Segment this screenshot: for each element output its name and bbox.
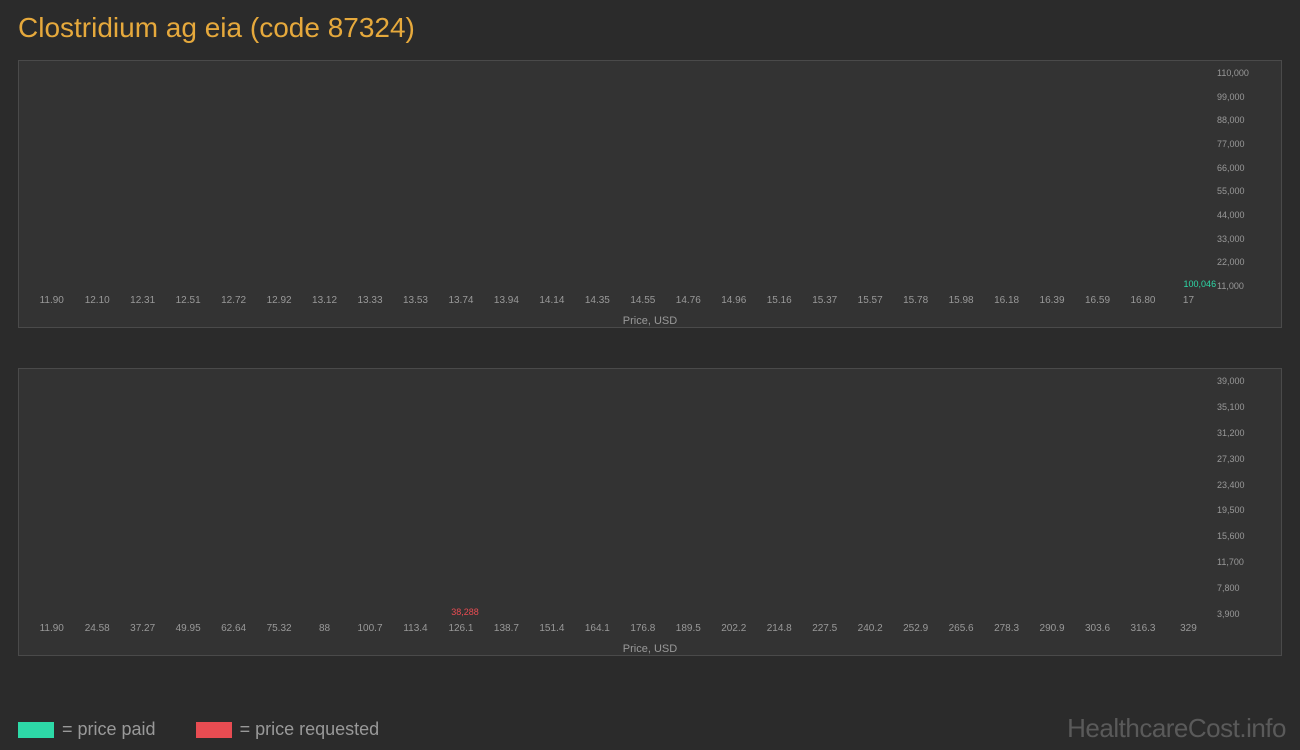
x-tick: 37.27 [120, 623, 165, 639]
x-tick: 16.80 [1120, 295, 1165, 311]
legend-item-requested: = price requested [196, 719, 380, 740]
x-tick: 227.5 [802, 623, 847, 639]
x-tick: 13.12 [302, 295, 347, 311]
y-tick: 3,900 [1217, 610, 1277, 619]
x-axis-label-bottom: Price, USD [623, 643, 677, 655]
x-tick: 13.94 [484, 295, 529, 311]
x-tick: 329 [1166, 623, 1211, 639]
x-tick: 12.72 [211, 295, 256, 311]
chart-price-paid: 100,046 11.9012.1012.3112.5112.7212.9213… [18, 60, 1282, 328]
y-tick: 99,000 [1217, 93, 1277, 102]
x-tick: 13.33 [347, 295, 392, 311]
legend-swatch-requested [196, 722, 232, 738]
legend-label-requested: = price requested [240, 719, 380, 740]
x-tick: 13.74 [438, 295, 483, 311]
y-tick: 88,000 [1217, 116, 1277, 125]
x-tick: 11.90 [29, 295, 74, 311]
x-tick: 15.78 [893, 295, 938, 311]
legend: = price paid = price requested [18, 719, 379, 740]
y-tick: 19,500 [1217, 506, 1277, 515]
x-tick: 100.7 [347, 623, 392, 639]
x-tick: 265.6 [938, 623, 983, 639]
x-tick: 49.95 [165, 623, 210, 639]
x-tick: 14.96 [711, 295, 756, 311]
x-tick: 14.55 [620, 295, 665, 311]
x-tick: 62.64 [211, 623, 256, 639]
y-tick: 77,000 [1217, 140, 1277, 149]
x-tick: 189.5 [666, 623, 711, 639]
y-tick: 66,000 [1217, 164, 1277, 173]
bar-peak-label: 38,288 [451, 607, 479, 617]
x-tick: 16.59 [1075, 295, 1120, 311]
bar-peak-label: 100,046 [1184, 279, 1217, 289]
y-tick: 15,600 [1217, 532, 1277, 541]
y-tick: 7,800 [1217, 584, 1277, 593]
x-tick: 164.1 [575, 623, 620, 639]
y-tick: 39,000 [1217, 377, 1277, 386]
y-tick: 44,000 [1217, 211, 1277, 220]
x-tick: 88 [302, 623, 347, 639]
x-axis-bottom: 11.9024.5837.2749.9562.6475.3288100.7113… [29, 623, 1211, 639]
x-tick: 126.1 [438, 623, 483, 639]
y-tick: 11,700 [1217, 558, 1277, 567]
x-tick: 151.4 [529, 623, 574, 639]
y-tick: 22,000 [1217, 258, 1277, 267]
legend-swatch-paid [18, 722, 54, 738]
y-tick: 35,100 [1217, 403, 1277, 412]
watermark: HealthcareCost.info [1067, 713, 1286, 744]
x-tick: 240.2 [847, 623, 892, 639]
x-tick: 303.6 [1075, 623, 1120, 639]
chart-top-container: 100,046 11.9012.1012.3112.5112.7212.9213… [18, 60, 1282, 656]
x-tick: 12.51 [165, 295, 210, 311]
y-tick: 33,000 [1217, 235, 1277, 244]
x-tick: 12.92 [256, 295, 301, 311]
plot-area-bottom: 38,288 [29, 377, 1211, 619]
x-tick: 14.35 [575, 295, 620, 311]
x-tick: 214.8 [757, 623, 802, 639]
x-axis-label-top: Price, USD [623, 315, 677, 327]
y-tick: 31,200 [1217, 429, 1277, 438]
legend-label-paid: = price paid [62, 719, 156, 740]
y-tick: 23,400 [1217, 481, 1277, 490]
y-tick: 110,000 [1217, 69, 1277, 78]
x-tick: 16.18 [984, 295, 1029, 311]
y-tick: 11,000 [1217, 282, 1277, 291]
x-tick: 113.4 [393, 623, 438, 639]
x-tick: 252.9 [893, 623, 938, 639]
page-title: Clostridium ag eia (code 87324) [0, 0, 1300, 52]
x-tick: 15.98 [938, 295, 983, 311]
chart-price-requested: 38,288 11.9024.5837.2749.9562.6475.32881… [18, 368, 1282, 656]
x-tick: 138.7 [484, 623, 529, 639]
x-tick: 15.57 [847, 295, 892, 311]
x-tick: 75.32 [256, 623, 301, 639]
x-tick: 17 [1166, 295, 1211, 311]
plot-area-top: 100,046 [29, 69, 1211, 291]
y-axis-top: 11,000 22,000 33,000 44,000 55,000 66,000 77,0… [1217, 69, 1277, 291]
x-tick: 16.39 [1029, 295, 1074, 311]
x-tick: 13.53 [393, 295, 438, 311]
x-tick: 11.90 [29, 623, 74, 639]
x-tick: 176.8 [620, 623, 665, 639]
y-axis-bottom: 3,900 7,800 11,700 15,600 19,500 23,400 27,300… [1217, 377, 1277, 619]
x-tick: 316.3 [1120, 623, 1165, 639]
x-tick: 278.3 [984, 623, 1029, 639]
x-tick: 12.10 [74, 295, 119, 311]
y-tick: 27,300 [1217, 455, 1277, 464]
x-tick: 15.16 [757, 295, 802, 311]
x-tick: 24.58 [74, 623, 119, 639]
x-tick: 14.76 [666, 295, 711, 311]
x-tick: 12.31 [120, 295, 165, 311]
x-tick: 15.37 [802, 295, 847, 311]
x-tick: 14.14 [529, 295, 574, 311]
legend-item-paid: = price paid [18, 719, 156, 740]
x-tick: 290.9 [1029, 623, 1074, 639]
x-tick: 202.2 [711, 623, 756, 639]
y-tick: 55,000 [1217, 187, 1277, 196]
x-axis-top: 11.9012.1012.3112.5112.7212.9213.1213.33… [29, 295, 1211, 311]
